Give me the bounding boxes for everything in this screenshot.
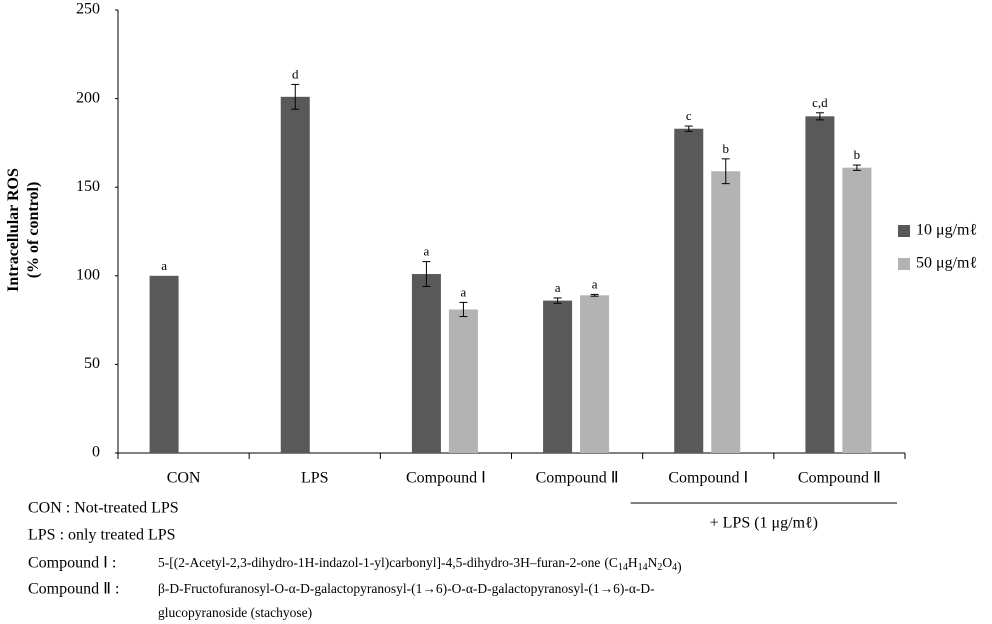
bar [805,116,835,453]
bar [674,128,704,453]
bar [543,300,573,453]
bar [411,274,441,453]
bar [711,171,741,453]
note-definition: glucopyranoside (stachyose) [158,605,312,620]
note-definition-text: glucopyranoside (stachyose) [158,605,312,620]
group-bracket-label: + LPS (1 μg/mℓ) [710,515,818,532]
significance-letter: c [686,108,692,123]
bar [580,295,610,453]
x-tick-label: Compound Ⅱ [798,470,881,487]
significance-letter: a [161,258,167,273]
y-tick-label: 150 [76,178,100,195]
y-tick-label: 200 [76,89,100,106]
formula-part: N [648,555,658,570]
formula-part: H [628,555,638,570]
bar [280,96,310,453]
note-definition: 5-[(2-Acetyl-2,3-dihydro-1H-indazol-1-yl… [158,555,682,574]
x-tick-label: Compound Ⅰ [406,470,486,487]
y-axis-label-line: (% of control) [25,182,42,279]
note-definition: β-D-Fructofuranosyl-O-α-D-galactopyranos… [158,581,655,596]
note-term: Compound Ⅱ : [28,581,119,598]
significance-letter: a [555,280,561,295]
note-term: LPS : only treated LPS [28,527,176,544]
x-tick-label: Compound Ⅰ [668,470,748,487]
x-tick-label: Compound Ⅱ [536,470,619,487]
formula-part: 2 [657,562,662,573]
x-tick-label: CON [167,470,201,487]
formula-part: C [609,555,618,570]
legend-label: 10 μg/mℓ [916,222,977,239]
y-axis-label-line: Intracellular ROS [5,168,22,292]
formula-part: 14 [638,562,648,573]
significance-letter: a [592,276,598,291]
legend-swatch [898,225,910,237]
significance-letter: c,d [812,95,828,110]
bar [149,275,179,453]
note-term: CON : Not-treated LPS [28,500,179,517]
legend-swatch [898,258,910,270]
formula-part: O [662,555,672,570]
bar [842,167,872,453]
note-definition-text: 5-[(2-Acetyl-2,3-dihydro-1H-indazol-1-yl… [158,555,600,570]
x-tick-label: LPS [301,470,329,487]
significance-letter: a [424,244,430,259]
y-tick-label: 50 [84,355,100,372]
note-formula-open: ( [604,555,609,570]
y-axis-label: Intracellular ROS (% of control) [5,168,42,292]
y-tick-label: 250 [76,1,100,18]
significance-letter: b [854,147,861,162]
y-tick-label: 100 [76,266,100,283]
formula-part: 4 [672,562,677,573]
note-term: Compound Ⅰ : [28,555,116,572]
significance-letter: b [723,141,730,156]
bar [448,309,478,453]
note-formula-close: ) [677,559,682,574]
note-definition-text: β-D-Fructofuranosyl-O-α-D-galactopyranos… [158,581,655,596]
y-tick-label: 0 [92,444,100,461]
significance-letter: a [461,284,467,299]
significance-letter: d [292,66,299,81]
formula-part: 14 [618,562,628,573]
legend-label: 50 μg/mℓ [916,255,977,272]
